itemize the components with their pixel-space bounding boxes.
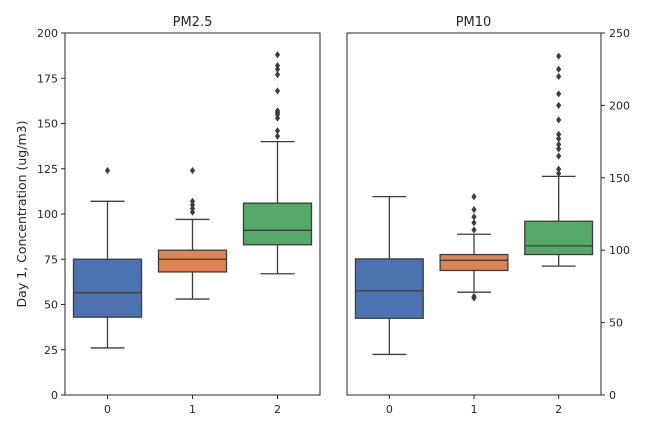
outlier-point xyxy=(274,87,281,95)
y-tick-label: 75 xyxy=(44,253,58,266)
outlier-point xyxy=(556,72,562,81)
outlier-point xyxy=(471,219,477,227)
box-0 xyxy=(354,195,424,356)
x-tick-label: 0 xyxy=(386,403,393,416)
x-tick-label: 1 xyxy=(471,403,478,416)
iqr-box xyxy=(242,202,313,246)
panel-pm10: PM10 0 50 100 150 200 250 0 1 2 xyxy=(346,15,630,416)
iqr-box xyxy=(157,249,228,273)
y-tick-label: 200 xyxy=(609,99,630,112)
outlier-point xyxy=(556,101,562,109)
outlier-point xyxy=(556,145,562,153)
outlier-point xyxy=(189,197,196,205)
y-tick-label: 250 xyxy=(609,27,630,40)
outlier-point xyxy=(189,166,196,175)
box-1 xyxy=(439,193,509,302)
outlier-point xyxy=(556,169,562,178)
outlier-point xyxy=(104,166,111,175)
iqr-box xyxy=(439,253,509,272)
outlier-point xyxy=(189,204,196,213)
x-tick-label: 2 xyxy=(555,403,562,416)
outlier-point xyxy=(471,213,477,221)
y-tick-label: 25 xyxy=(44,344,58,357)
outlier-point xyxy=(274,71,281,79)
outlier-point xyxy=(471,226,477,234)
outlier-point xyxy=(556,116,562,124)
x-tick-label: 1 xyxy=(189,403,196,416)
outlier-point xyxy=(274,61,281,70)
y-tick-label: 100 xyxy=(37,208,58,221)
y-tick-label: 125 xyxy=(37,163,58,176)
outlier-point xyxy=(556,135,562,143)
y-tick-label: 200 xyxy=(37,27,58,40)
y-tick-label: 175 xyxy=(37,72,58,85)
outlier-point xyxy=(189,201,196,209)
y-tick-label: 0 xyxy=(51,389,58,402)
outlier-point xyxy=(471,206,477,214)
y-tick-label: 150 xyxy=(609,172,630,185)
outlier-point xyxy=(274,65,281,73)
y-tick-label: 100 xyxy=(609,244,630,257)
iqr-box xyxy=(72,258,143,318)
iqr-box xyxy=(354,258,424,319)
outlier-point xyxy=(556,152,562,160)
y-axis-label: Day 1, Concentration (ug/m3) xyxy=(14,121,29,308)
outlier-point xyxy=(556,65,562,73)
panel-pm25: PM2.5 0 25 50 75 100 125 150 175 200 0 1 2 xyxy=(37,15,321,416)
outlier-point xyxy=(189,208,196,216)
outlier-point xyxy=(274,132,281,140)
x-tick-label: 2 xyxy=(274,403,281,416)
x-tick-label: 0 xyxy=(104,403,111,416)
y-tick-label: 150 xyxy=(37,118,58,131)
outlier-point xyxy=(274,51,281,59)
box-2 xyxy=(524,52,594,267)
y-tick-label: 50 xyxy=(609,317,623,330)
outlier-point xyxy=(471,193,477,201)
outlier-point xyxy=(556,165,562,173)
iqr-box xyxy=(524,220,594,256)
outlier-point xyxy=(556,140,562,149)
box-0 xyxy=(72,166,143,349)
outlier-point xyxy=(274,107,281,115)
box-2 xyxy=(242,51,313,275)
box-1 xyxy=(157,166,228,300)
outlier-point xyxy=(556,90,562,98)
outlier-point xyxy=(274,114,281,122)
panel-title-pm10: PM10 xyxy=(456,15,492,30)
y-tick-label: 0 xyxy=(609,389,616,402)
outlier-point xyxy=(556,52,562,60)
outlier-point xyxy=(274,127,281,135)
outlier-point xyxy=(471,292,477,301)
y-tick-label: 50 xyxy=(44,299,58,312)
panel-title-pm25: PM2.5 xyxy=(173,15,213,30)
outlier-point xyxy=(556,130,562,138)
